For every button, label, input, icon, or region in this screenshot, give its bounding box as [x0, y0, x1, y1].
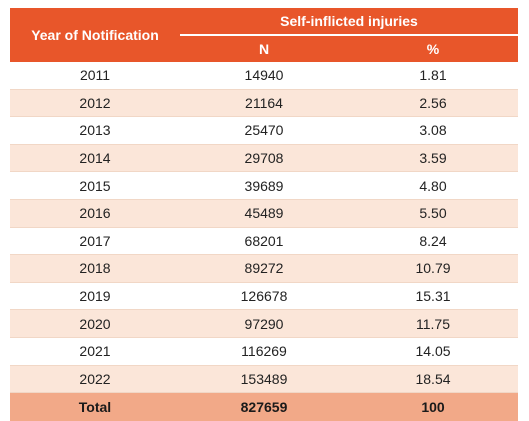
year-cell: 2018	[10, 254, 180, 283]
percent-cell: 2.56	[348, 89, 519, 118]
percent-cell: 11.75	[348, 309, 519, 338]
year-cell: 2014	[10, 144, 180, 173]
n-cell: 97290	[180, 309, 348, 338]
year-cell: 2012	[10, 89, 180, 118]
n-cell: 89272	[180, 254, 348, 283]
year-cell: 2017	[10, 227, 180, 256]
table-row: 2016 45489 5.50	[10, 199, 519, 228]
table-row: 2020 97290 11.75	[10, 309, 519, 338]
year-cell: 2013	[10, 116, 180, 145]
injuries-table-container: Year of Notification Self-inflicted inju…	[10, 8, 519, 421]
table-row: 2022 153489 18.54	[10, 365, 519, 394]
percent-cell: 15.31	[348, 282, 519, 311]
table-row: 2017 68201 8.24	[10, 227, 519, 256]
year-cell: 2015	[10, 171, 180, 200]
year-cell: 2020	[10, 309, 180, 338]
percent-cell: 5.50	[348, 199, 519, 228]
total-row: Total 827659 100	[10, 392, 519, 421]
total-n-cell: 827659	[180, 392, 348, 421]
year-cell: 2011	[10, 62, 180, 90]
n-cell: 39689	[180, 171, 348, 200]
percent-cell: 10.79	[348, 254, 519, 283]
table-body: 2011 14940 1.81 2012 21164 2.56 2013 254…	[10, 62, 519, 394]
table-row: 2021 116269 14.05	[10, 337, 519, 366]
n-cell: 116269	[180, 337, 348, 366]
percent-column-header: %	[348, 35, 519, 62]
injuries-table: Year of Notification Self-inflicted inju…	[10, 8, 519, 421]
n-cell: 45489	[180, 199, 348, 228]
table-row: 2011 14940 1.81	[10, 62, 519, 90]
n-cell: 29708	[180, 144, 348, 173]
table-row: 2013 25470 3.08	[10, 116, 519, 145]
percent-cell: 3.59	[348, 144, 519, 173]
table-row: 2018 89272 10.79	[10, 254, 519, 283]
table-row: 2019 126678 15.31	[10, 282, 519, 311]
percent-cell: 3.08	[348, 116, 519, 145]
year-cell: 2022	[10, 365, 180, 394]
table-row: 2014 29708 3.59	[10, 144, 519, 173]
percent-cell: 14.05	[348, 337, 519, 366]
year-cell: 2021	[10, 337, 180, 366]
n-cell: 126678	[180, 282, 348, 311]
year-cell: 2019	[10, 282, 180, 311]
n-cell: 25470	[180, 116, 348, 145]
total-percent-cell: 100	[348, 392, 519, 421]
table-row: 2012 21164 2.56	[10, 89, 519, 118]
percent-cell: 18.54	[348, 365, 519, 394]
year-cell: 2016	[10, 199, 180, 228]
percent-cell: 4.80	[348, 171, 519, 200]
percent-cell: 8.24	[348, 227, 519, 256]
table-header: Year of Notification Self-inflicted inju…	[10, 8, 519, 62]
total-label: Total	[10, 392, 180, 421]
n-cell: 21164	[180, 89, 348, 118]
n-column-header: N	[180, 35, 348, 62]
self-inflicted-group-header: Self-inflicted injuries	[180, 8, 519, 36]
n-cell: 68201	[180, 227, 348, 256]
percent-cell: 1.81	[348, 62, 519, 90]
table-footer: Total 827659 100	[10, 392, 519, 421]
n-cell: 153489	[180, 365, 348, 394]
table-row: 2015 39689 4.80	[10, 171, 519, 200]
n-cell: 14940	[180, 62, 348, 90]
year-column-header: Year of Notification	[10, 8, 180, 62]
